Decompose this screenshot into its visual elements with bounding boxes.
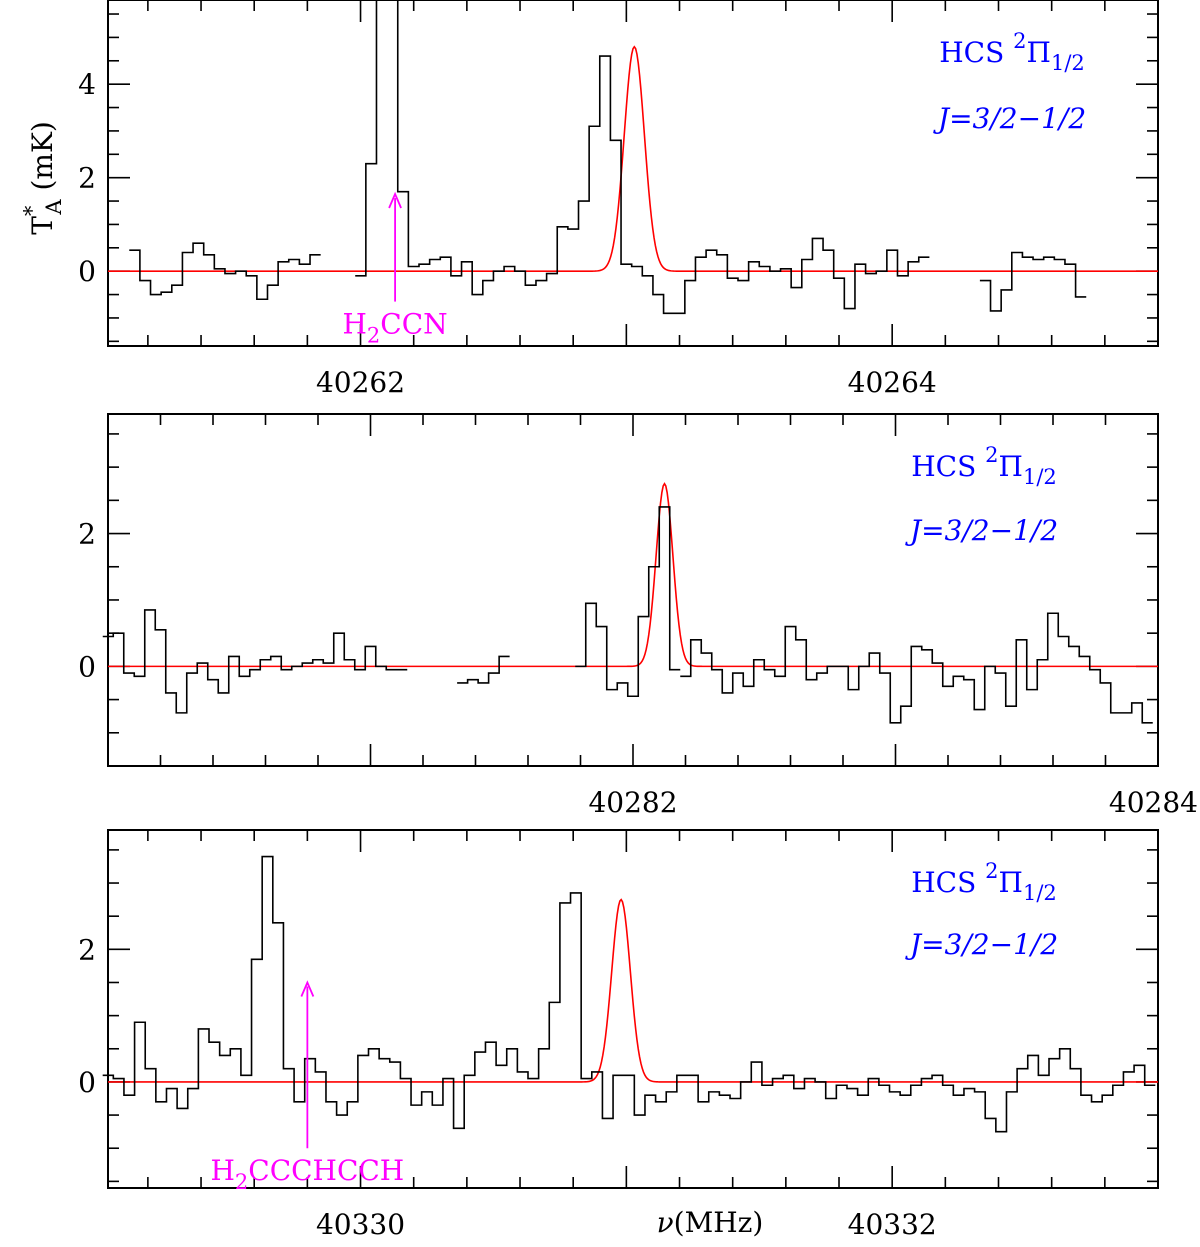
panel-2-label-rest: Π [999, 450, 1023, 483]
panel-3-annotation-label: H2CCCHCCH [210, 1154, 404, 1194]
panel-1-spectrum-segment [129, 242, 321, 301]
panel-3-annotation-layer: H2CCCHCCH [210, 980, 404, 1194]
panel-2-label-line1: HCS 2Π1/2 [911, 443, 1057, 489]
panel-2-label-sup: 2 [985, 443, 998, 467]
panel-1-annotation-layer: H2CCN [343, 191, 448, 348]
panel-3-label-line2: J=3/2−1/2 [905, 928, 1058, 961]
panel-1-gaussian-fit [108, 45, 1158, 272]
panel-1-y-tick-label: 4 [78, 68, 96, 101]
panel-2-label-sub: 1/2 [1023, 465, 1057, 489]
panel-2-y-tick-label: 0 [78, 650, 96, 683]
panel-2-x-tick-label: 40284 [1109, 786, 1198, 819]
panel-2-ticks: 40282 40284 0 2 [78, 414, 1198, 819]
panel-1-label-line2: J=3/2−1/2 [933, 102, 1086, 135]
panel-1-x-tick-label: 40264 [848, 366, 937, 399]
panel-1-ticks: 40262 40264 0 2 4 [78, 0, 1159, 399]
panel-1-spectrum-segment [355, 0, 930, 315]
panel-2-spectrum-segment [575, 506, 681, 698]
x-axis-label-main: ν [657, 1206, 674, 1239]
panel-1-annotation-arrowhead [388, 191, 402, 209]
y-axis-label-main: T [26, 216, 59, 235]
panel-3-label-main: HCS [911, 866, 985, 899]
panel-1-annotation-main: H [343, 308, 367, 341]
panel-2-data-layer [102, 506, 1153, 724]
panel-1-label-sup: 2 [1013, 29, 1026, 53]
panel-1-y-tick-label: 2 [78, 162, 96, 195]
x-axis-label: ν(MHz) [657, 1206, 764, 1239]
panel-3-annotation-arrowhead [300, 980, 315, 997]
panel-3-spectrum-segment [102, 855, 1156, 1133]
panel-3-label-line1: HCS 2Π1/2 [911, 859, 1057, 905]
x-axis-label-unit: (MHz) [674, 1206, 764, 1239]
panel-1-data-layer [129, 0, 1087, 315]
panel-3-gaussian-fit [108, 898, 1158, 1083]
panel-3-annotation-rest: CCCHCCH [248, 1154, 404, 1187]
panel-2-spectrum-segment [457, 655, 510, 684]
panel-3-frame [107, 829, 1159, 1189]
panel-3-data-layer [102, 855, 1156, 1133]
y-axis-label-unit: (mK) [26, 121, 59, 199]
panel-1-spectrum-segment [979, 251, 1087, 312]
panel-3-annotation-sub: 2 [235, 1170, 248, 1194]
panel-1-x-tick-label: 40262 [316, 366, 405, 399]
svg-text:T*A (mK): T*A (mK) [20, 121, 66, 235]
panel-3-annotation-main: H [210, 1154, 234, 1187]
panel-1-y-tick-label: 0 [78, 255, 96, 288]
panel-1-label-sub: 1/2 [1051, 51, 1085, 75]
panel-3-y-tick-label: 2 [78, 933, 96, 966]
panel-1-label-main: HCS [939, 36, 1013, 69]
panel-2-y-tick-label: 2 [78, 518, 96, 551]
panel-1-annotation-label: H2CCN [343, 308, 448, 348]
panel-3-x-tick-label: 40332 [848, 1208, 937, 1241]
panel-2-spectrum-segment [680, 612, 1153, 724]
panel-2-spectrum-segment [102, 609, 408, 714]
panel-1-label-rest: Π [1027, 36, 1051, 69]
panel-2-fit-layer [108, 482, 1158, 668]
panel-3-y-tick-label: 0 [78, 1066, 96, 1099]
panel-1-fit-layer [108, 45, 1158, 272]
y-axis-label-sub: A [42, 199, 66, 216]
panel-3-ticks: 40330 40332 0 2 [78, 830, 1159, 1241]
panel-3-x-tick-label: 40330 [316, 1208, 405, 1241]
panel-2-label-main: HCS [911, 450, 985, 483]
panel-3-label-sub: 1/2 [1023, 881, 1057, 905]
panel-1-annotation-sub: 2 [367, 324, 380, 348]
panel-2-x-tick-label: 40282 [588, 786, 677, 819]
panel-1-label-line1: HCS 2Π1/2 [939, 29, 1085, 75]
panel-3-label-sup: 2 [985, 859, 998, 883]
panel-2-label-line2: J=3/2−1/2 [905, 514, 1058, 547]
panel-1-frame [107, 0, 1159, 347]
panel-3-fit-layer [108, 898, 1158, 1083]
panel-1-annotation-rest: CCN [380, 308, 447, 341]
y-axis-label-sup: * [20, 205, 44, 216]
panel-2-gaussian-fit [108, 482, 1158, 668]
panel-3-label-rest: Π [999, 866, 1023, 899]
y-axis-label: T*A (mK) [20, 121, 66, 235]
